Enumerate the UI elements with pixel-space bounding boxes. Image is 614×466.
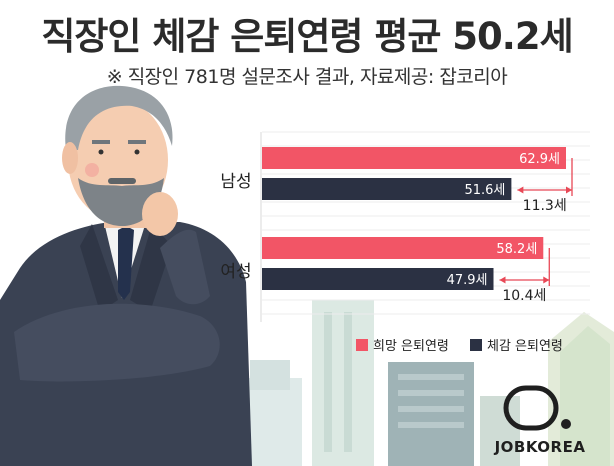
eyebrow — [128, 140, 146, 144]
building-window-strip — [324, 312, 332, 452]
difference-arrow — [543, 276, 550, 284]
building — [560, 326, 610, 466]
bar — [262, 237, 544, 259]
legend-label: 희망 은퇴연령 — [373, 339, 449, 354]
hair — [65, 85, 173, 150]
chart-legend: 희망 은퇴연령 체감 은퇴연령 — [356, 339, 563, 354]
data-label: 51.6세 — [464, 183, 505, 198]
chart-bars — [262, 147, 566, 290]
building — [250, 360, 290, 390]
logo-dot — [561, 419, 571, 429]
building — [480, 396, 520, 466]
building-window-strip — [398, 374, 464, 380]
difference-label: 11.3세 — [523, 198, 567, 214]
category-label: 남성 — [220, 172, 251, 192]
building — [312, 300, 374, 466]
building-window-strip — [398, 390, 464, 396]
category-label: 여성 — [220, 262, 251, 282]
difference-arrow — [566, 186, 572, 194]
mustache — [108, 178, 136, 184]
hand — [142, 192, 178, 236]
brand-name: JOBKOREA — [494, 438, 586, 456]
eye — [98, 149, 104, 155]
eyebrow — [92, 140, 110, 144]
building-window-strip — [344, 312, 352, 452]
bar — [262, 178, 512, 200]
crossed-arm — [14, 303, 220, 382]
bar — [262, 147, 566, 169]
data-label: 47.9세 — [447, 273, 488, 288]
cheek-blush — [85, 163, 99, 177]
difference-arrow — [517, 186, 524, 194]
difference-arrow — [499, 276, 506, 284]
necktie — [118, 226, 134, 300]
suit-lapel — [80, 224, 118, 312]
legend-swatch — [470, 339, 482, 351]
building-window-strip — [398, 406, 464, 412]
page-title: 직장인 체감 은퇴연령 평균 50.2세 — [41, 15, 573, 58]
logo-mark — [503, 385, 559, 431]
building-window-strip — [398, 422, 464, 428]
bar — [262, 268, 494, 290]
raised-arm — [160, 229, 210, 305]
eye — [134, 149, 140, 155]
data-label: 62.9세 — [519, 152, 560, 167]
ear — [62, 142, 78, 174]
difference-label: 10.4세 — [502, 288, 546, 304]
data-label: 58.2세 — [496, 242, 537, 257]
legend-label: 체감 은퇴연령 — [487, 339, 563, 354]
page-subtitle: ※ 직장인 781명 설문조사 결과, 자료제공: 잡코리아 — [106, 66, 508, 88]
legend-swatch — [356, 339, 368, 351]
suit-lapel — [130, 224, 172, 312]
